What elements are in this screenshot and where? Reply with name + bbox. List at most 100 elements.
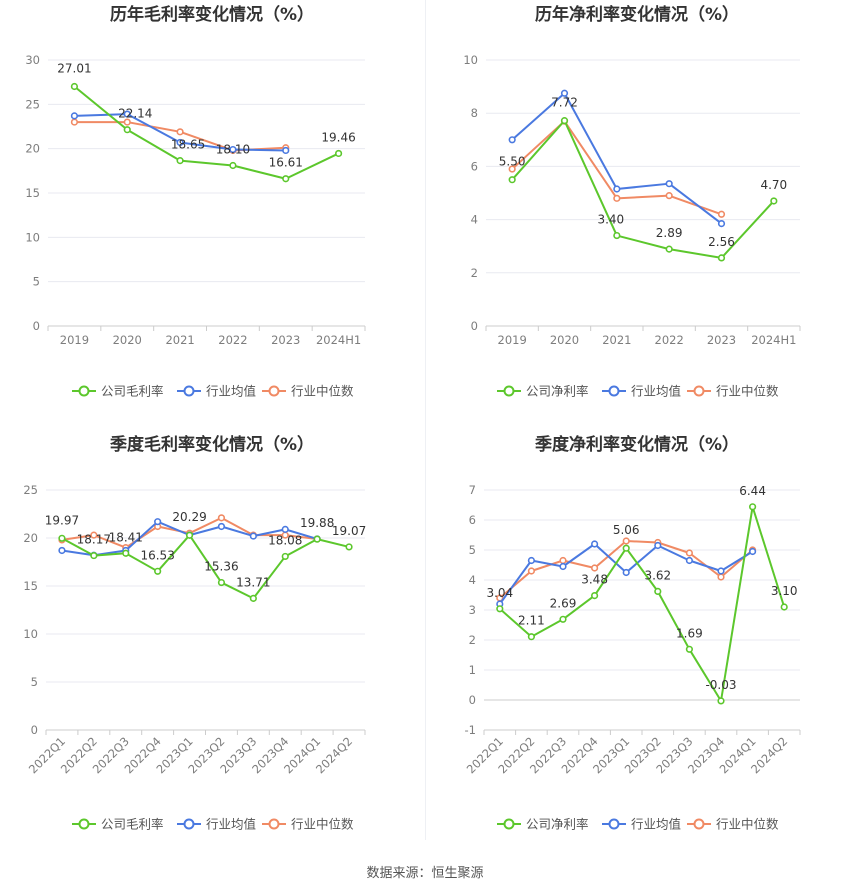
legend-item-median[interactable]: 行业中位数: [687, 817, 779, 832]
data-point-company[interactable]: [665, 245, 673, 253]
data-point-company[interactable]: [282, 175, 290, 183]
data-point-company[interactable]: [281, 552, 289, 561]
legend-item-avg[interactable]: 行业均值: [602, 384, 681, 399]
data-point-avg[interactable]: [123, 110, 131, 118]
chart-title: 历年净利率变化情况（%）: [535, 4, 739, 25]
y-tick-label: 25: [23, 483, 38, 497]
legend-item-median[interactable]: 行业中位数: [687, 384, 779, 399]
data-point-company[interactable]: [123, 126, 131, 134]
data-point-company[interactable]: [122, 549, 130, 557]
data-point-company[interactable]: [154, 567, 162, 575]
data-point-company[interactable]: [527, 633, 535, 641]
data-point-avg[interactable]: [685, 556, 694, 565]
data-point-median[interactable]: [559, 556, 567, 565]
data-label: 13.71: [236, 575, 270, 589]
data-point-avg[interactable]: [508, 136, 516, 144]
data-point-avg[interactable]: [282, 146, 290, 155]
legend-marker-icon: [608, 385, 620, 397]
data-point-company[interactable]: [560, 117, 569, 125]
data-point-avg[interactable]: [622, 568, 630, 577]
data-label: 1.69: [676, 626, 703, 640]
series-line-company: [499, 505, 786, 702]
data-point-company[interactable]: [780, 603, 788, 611]
data-label: 19.46: [321, 130, 355, 144]
data-point-company[interactable]: [229, 161, 237, 170]
data-point-avg[interactable]: [527, 556, 535, 565]
data-label: 18.41: [109, 530, 143, 544]
data-point-avg[interactable]: [58, 546, 66, 555]
data-point-median[interactable]: [508, 165, 516, 173]
data-point-median[interactable]: [217, 514, 226, 522]
data-point-company[interactable]: [770, 197, 778, 205]
legend-item-avg[interactable]: 行业均值: [602, 817, 681, 832]
data-point-avg[interactable]: [154, 518, 162, 526]
data-point-median[interactable]: [527, 567, 535, 575]
data-point-avg[interactable]: [559, 562, 567, 571]
data-point-company[interactable]: [313, 535, 321, 543]
data-point-median[interactable]: [717, 573, 725, 581]
data-point-avg[interactable]: [229, 145, 237, 154]
data-point-median[interactable]: [717, 210, 726, 218]
data-point-company[interactable]: [334, 149, 343, 158]
data-point-company[interactable]: [58, 534, 66, 542]
data-point-company[interactable]: [249, 594, 257, 602]
legend-item-avg[interactable]: 行业均值: [177, 817, 256, 832]
data-point-avg[interactable]: [717, 219, 726, 228]
legend-item-company[interactable]: 公司净利率: [497, 817, 589, 832]
legend-item-company[interactable]: 公司毛利率: [72, 384, 164, 399]
data-point-median[interactable]: [591, 564, 599, 572]
data-point-company[interactable]: [345, 543, 353, 551]
data-point-avg[interactable]: [717, 567, 725, 575]
quarterly-gross-margin-chart: 季度毛利率变化情况（%） 0 5 10 15 20 25 2022Q1 2022Q2 2022Q3…: [0, 430, 425, 860]
data-point-company[interactable]: [591, 592, 599, 600]
data-point-company[interactable]: [185, 531, 194, 539]
legend-item-company[interactable]: 公司毛利率: [72, 817, 164, 832]
data-point-company[interactable]: [717, 254, 726, 262]
legend-item-avg[interactable]: 行业均值: [177, 384, 256, 399]
data-point-avg[interactable]: [217, 522, 226, 531]
data-point-avg[interactable]: [176, 138, 184, 147]
data-label: 16.61: [269, 156, 303, 170]
data-point-company[interactable]: [176, 157, 184, 165]
data-point-median[interactable]: [123, 118, 131, 126]
data-point-company[interactable]: [70, 82, 79, 91]
data-point-avg[interactable]: [591, 540, 599, 548]
x-tick-label: 2021: [165, 333, 194, 347]
data-point-company[interactable]: [90, 551, 98, 560]
data-point-avg[interactable]: [665, 180, 673, 188]
data-point-company[interactable]: [654, 587, 662, 595]
data-point-company[interactable]: [559, 615, 567, 623]
data-point-company[interactable]: [717, 697, 725, 705]
data-point-median[interactable]: [665, 192, 673, 200]
data-point-median[interactable]: [90, 531, 98, 539]
data-point-company[interactable]: [613, 231, 621, 240]
data-label: 18.65: [171, 138, 205, 152]
data-label: 5.50: [499, 155, 526, 169]
data-point-median[interactable]: [70, 118, 79, 126]
data-point-avg[interactable]: [560, 89, 569, 97]
data-point-avg[interactable]: [249, 532, 257, 540]
data-point-company[interactable]: [496, 605, 504, 613]
data-point-avg[interactable]: [281, 525, 289, 533]
data-point-avg[interactable]: [70, 112, 79, 120]
data-point-company[interactable]: [622, 544, 630, 552]
data-point-median[interactable]: [176, 128, 184, 136]
data-point-company[interactable]: [217, 578, 226, 587]
data-label: 3.40: [597, 213, 624, 227]
data-point-median[interactable]: [622, 537, 630, 545]
data-point-median[interactable]: [685, 549, 694, 557]
data-point-median[interactable]: [613, 194, 621, 202]
data-label: 19.07: [332, 524, 366, 538]
series-line-company: [61, 534, 350, 600]
data-point-company[interactable]: [749, 503, 757, 511]
data-point-company[interactable]: [685, 645, 694, 653]
data-point-avg[interactable]: [613, 185, 621, 193]
legend-item-median[interactable]: 行业中位数: [262, 817, 354, 832]
data-point-company[interactable]: [508, 176, 516, 184]
data-point-avg[interactable]: [749, 547, 757, 556]
y-tick-label: 7: [469, 483, 476, 497]
legend-item-company[interactable]: 公司净利率: [497, 384, 589, 399]
annual-gross-margin-chart: 历年毛利率变化情况（%） 0 5 10 15 20 25 30 2019 2020 2021 2022…: [0, 0, 425, 430]
data-point-avg[interactable]: [654, 541, 662, 550]
legend-item-median[interactable]: 行业中位数: [262, 384, 354, 399]
